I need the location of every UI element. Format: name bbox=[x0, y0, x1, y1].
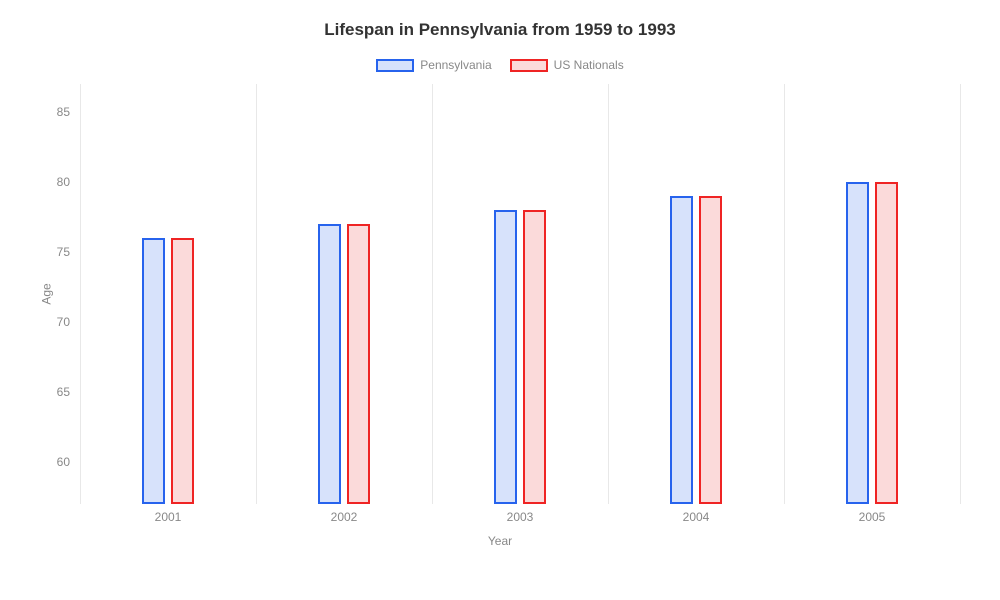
bar bbox=[846, 182, 869, 504]
y-tick-label: 70 bbox=[57, 315, 70, 329]
bars-layer bbox=[80, 84, 960, 504]
plot-area: Age 606570758085 bbox=[80, 84, 960, 504]
legend-label-us-nationals: US Nationals bbox=[554, 58, 624, 72]
legend-label-pennsylvania: Pennsylvania bbox=[420, 58, 491, 72]
x-tick-label: 2004 bbox=[683, 510, 710, 524]
bar bbox=[347, 224, 370, 504]
y-tick-label: 75 bbox=[57, 245, 70, 259]
gridline-vertical bbox=[960, 84, 961, 504]
y-tick-label: 80 bbox=[57, 175, 70, 189]
legend-item-pennsylvania: Pennsylvania bbox=[376, 58, 491, 72]
bar bbox=[670, 196, 693, 504]
bar bbox=[318, 224, 341, 504]
legend-item-us-nationals: US Nationals bbox=[510, 58, 624, 72]
bar bbox=[142, 238, 165, 504]
x-axis-title: Year bbox=[30, 534, 970, 548]
legend-swatch-pennsylvania bbox=[376, 59, 414, 72]
bar bbox=[494, 210, 517, 504]
bar bbox=[699, 196, 722, 504]
x-tick-label: 2005 bbox=[859, 510, 886, 524]
y-tick-label: 60 bbox=[57, 455, 70, 469]
x-tick-label: 2003 bbox=[507, 510, 534, 524]
y-tick-label: 65 bbox=[57, 385, 70, 399]
legend: Pennsylvania US Nationals bbox=[30, 58, 970, 72]
x-tick-label: 2001 bbox=[155, 510, 182, 524]
chart-title: Lifespan in Pennsylvania from 1959 to 19… bbox=[30, 20, 970, 40]
y-axis-label: Age bbox=[40, 283, 54, 304]
y-tick-label: 85 bbox=[57, 105, 70, 119]
x-axis-labels: 2001 2002 2003 2004 2005 bbox=[80, 504, 960, 528]
chart-container: Lifespan in Pennsylvania from 1959 to 19… bbox=[0, 0, 1000, 600]
bar bbox=[171, 238, 194, 504]
bar bbox=[523, 210, 546, 504]
bar bbox=[875, 182, 898, 504]
x-tick-label: 2002 bbox=[331, 510, 358, 524]
legend-swatch-us-nationals bbox=[510, 59, 548, 72]
